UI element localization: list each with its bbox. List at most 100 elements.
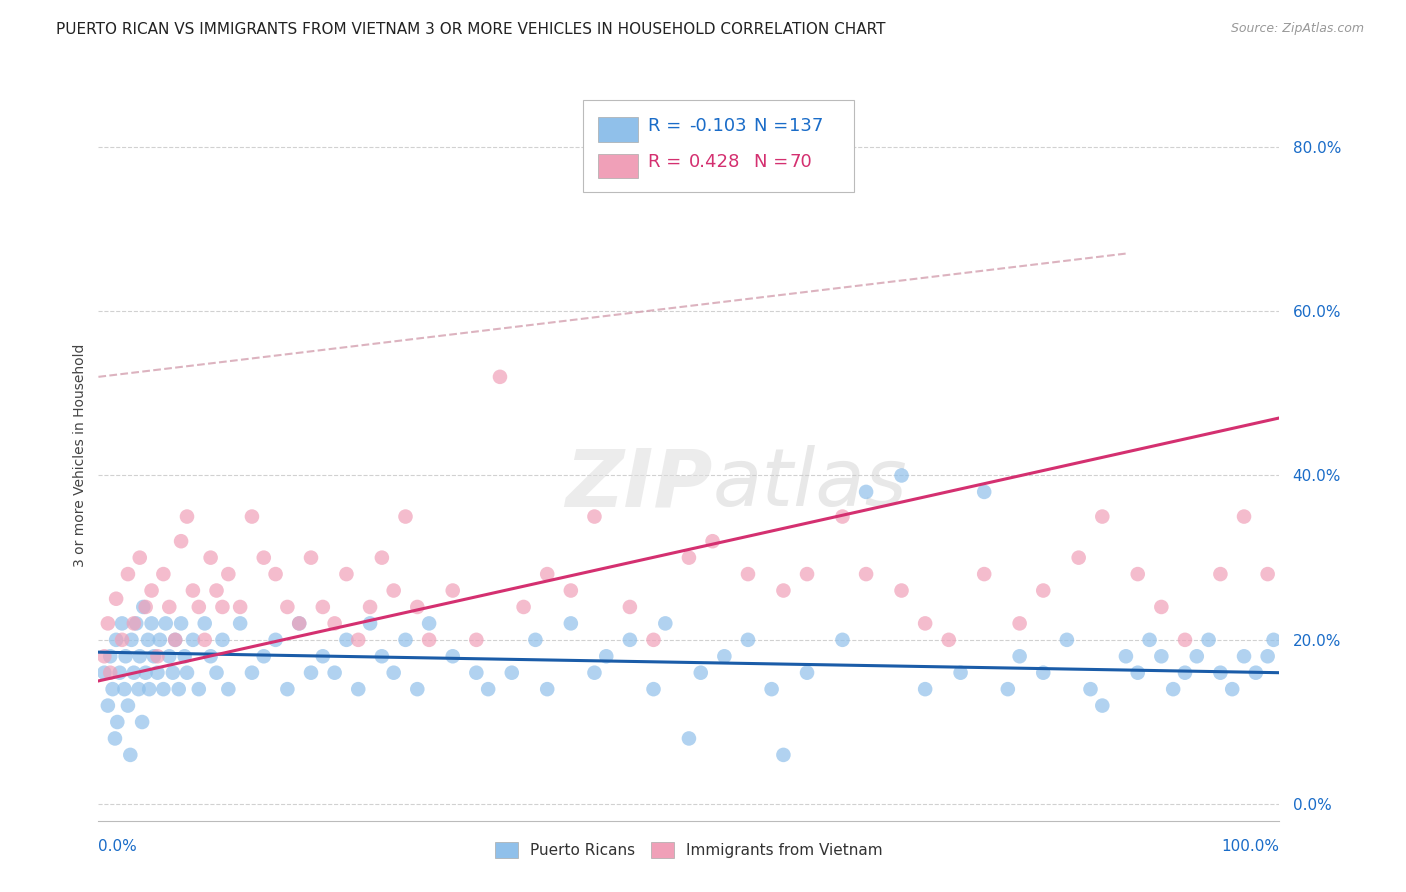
Point — [1150, 599, 1173, 614]
Point — [689, 665, 711, 680]
Point — [796, 567, 818, 582]
FancyBboxPatch shape — [582, 100, 855, 192]
Point — [702, 534, 724, 549]
Point — [146, 649, 169, 664]
Point — [560, 583, 582, 598]
Point — [142, 649, 165, 664]
Point — [678, 550, 700, 565]
Point — [128, 682, 150, 697]
Point — [288, 616, 311, 631]
Point — [973, 484, 995, 499]
Point — [441, 583, 464, 598]
Point — [288, 616, 311, 631]
FancyBboxPatch shape — [598, 117, 638, 142]
Point — [619, 632, 641, 647]
Point — [1080, 682, 1102, 697]
Point — [359, 616, 381, 631]
Point — [264, 632, 287, 647]
Point — [619, 599, 641, 614]
Point — [157, 649, 180, 664]
Text: 0.0%: 0.0% — [98, 839, 138, 855]
Text: ZIP: ZIP — [565, 445, 713, 524]
Point — [122, 665, 145, 680]
Point — [536, 682, 558, 697]
Point — [312, 649, 335, 664]
Point — [146, 665, 169, 680]
Point — [117, 567, 139, 582]
Point — [441, 649, 464, 664]
Point — [643, 682, 665, 697]
Point — [276, 682, 298, 697]
Point — [1126, 665, 1149, 680]
Point — [138, 682, 160, 697]
Point — [240, 509, 263, 524]
Point — [157, 599, 180, 614]
Point — [170, 534, 193, 549]
Point — [1209, 567, 1232, 582]
Point — [831, 632, 853, 647]
Point — [1209, 665, 1232, 680]
Point — [772, 583, 794, 598]
Point — [737, 567, 759, 582]
Point — [1139, 632, 1161, 647]
Point — [229, 599, 252, 614]
Point — [914, 616, 936, 631]
Point — [394, 632, 416, 647]
Point — [105, 714, 128, 729]
Point — [524, 632, 547, 647]
Point — [253, 649, 276, 664]
Point — [136, 632, 159, 647]
Point — [211, 599, 233, 614]
Point — [335, 632, 357, 647]
Point — [98, 665, 121, 680]
Text: 70: 70 — [789, 153, 813, 171]
Point — [205, 583, 228, 598]
Point — [772, 747, 794, 762]
Point — [141, 583, 163, 598]
Text: -0.103: -0.103 — [689, 117, 747, 135]
Point — [173, 649, 195, 664]
Point — [155, 616, 177, 631]
Point — [465, 632, 488, 647]
Text: 137: 137 — [789, 117, 824, 135]
Point — [217, 682, 239, 697]
Point — [1091, 698, 1114, 713]
Text: PUERTO RICAN VS IMMIGRANTS FROM VIETNAM 3 OR MORE VEHICLES IN HOUSEHOLD CORRELAT: PUERTO RICAN VS IMMIGRANTS FROM VIETNAM … — [56, 22, 886, 37]
Point — [152, 567, 174, 582]
Point — [761, 682, 783, 697]
Point — [406, 682, 429, 697]
Point — [111, 632, 134, 647]
Point — [890, 583, 912, 598]
Point — [194, 632, 217, 647]
Point — [382, 665, 405, 680]
Point — [560, 616, 582, 631]
Point — [217, 567, 239, 582]
Point — [489, 369, 512, 384]
Point — [1008, 616, 1031, 631]
Point — [477, 682, 499, 697]
Point — [111, 616, 134, 631]
Point — [371, 649, 394, 664]
Point — [583, 665, 606, 680]
Point — [406, 599, 429, 614]
Point — [141, 616, 163, 631]
Point — [211, 632, 233, 647]
Point — [855, 567, 877, 582]
Point — [264, 567, 287, 582]
Point — [1091, 509, 1114, 524]
Point — [93, 665, 115, 680]
Point — [890, 468, 912, 483]
Point — [108, 665, 131, 680]
Point — [323, 616, 346, 631]
Text: Source: ZipAtlas.com: Source: ZipAtlas.com — [1230, 22, 1364, 36]
Point — [205, 665, 228, 680]
Point — [1263, 632, 1285, 647]
Legend: Puerto Ricans, Immigrants from Vietnam: Puerto Ricans, Immigrants from Vietnam — [489, 836, 889, 864]
Point — [914, 682, 936, 697]
Point — [149, 632, 172, 647]
Point — [595, 649, 617, 664]
Point — [1008, 649, 1031, 664]
Point — [105, 591, 128, 606]
Point — [162, 665, 184, 680]
Point — [1056, 632, 1078, 647]
